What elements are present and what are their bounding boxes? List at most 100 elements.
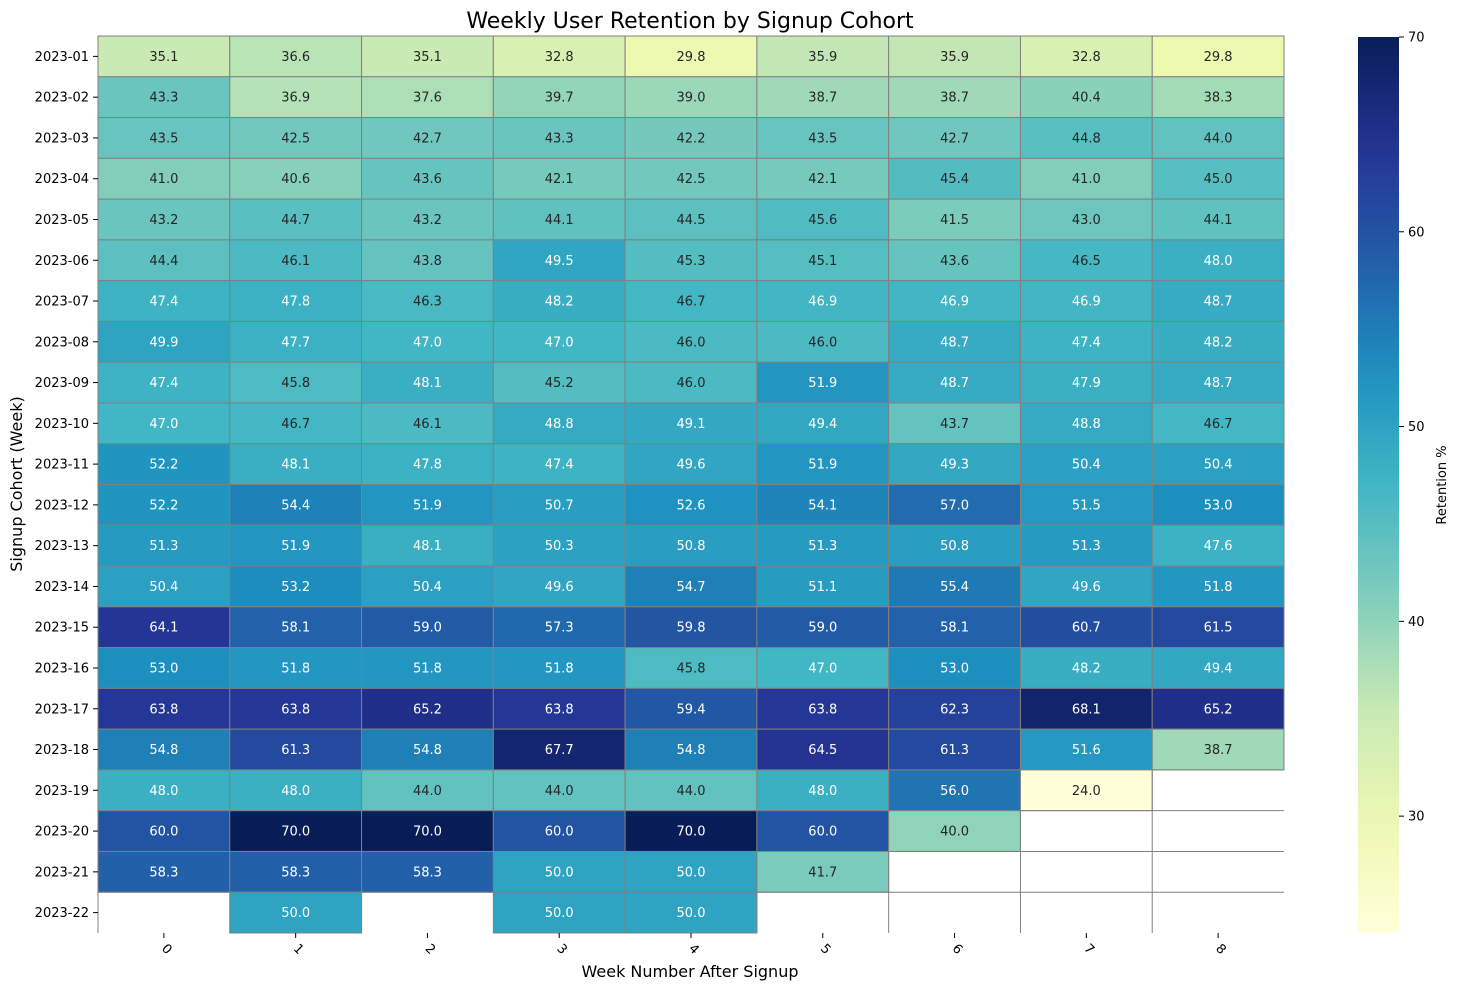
cell-value-label: 49.1: [677, 417, 706, 432]
cell-value-label: 43.3: [545, 131, 574, 146]
cell-value-label: 65.2: [413, 702, 442, 717]
cell-value-label: 48.2: [1072, 661, 1101, 676]
x-tick-label: 8: [1212, 941, 1228, 957]
cell-value-label: 47.0: [413, 335, 442, 350]
heatmap-cell: [756, 198, 890, 241]
heatmap-cell: [1019, 524, 1153, 567]
heatmap-cell: [361, 565, 494, 608]
cell-value-label: 43.5: [808, 131, 837, 146]
heatmap-cell: [361, 606, 494, 649]
cell-value-label: 46.1: [413, 417, 442, 432]
cell-value-label: 47.0: [149, 417, 178, 432]
cell-value-label: 53.2: [281, 580, 310, 595]
cell-value-label: 48.1: [413, 376, 442, 391]
heatmap-cell: [756, 443, 890, 485]
cell-value-label: 50.8: [677, 539, 706, 554]
cell-value-label: 35.9: [940, 50, 969, 65]
heatmap-cell: [361, 76, 494, 119]
heatmap-cell: [97, 687, 231, 730]
heatmap-cell: [97, 565, 231, 608]
heatmap-cell: [888, 565, 1021, 608]
cell-value-label: 60.0: [149, 825, 178, 840]
heatmap-cell: [97, 117, 231, 159]
cell-value-label: 43.2: [149, 213, 178, 228]
cell-value-label: 45.8: [281, 376, 310, 391]
cell-value-label: 40.6: [281, 172, 310, 187]
cell-value-label: 53.0: [940, 661, 969, 676]
cell-value-label: 48.2: [1204, 335, 1233, 350]
y-tick-label: 2023-03: [35, 131, 89, 146]
cell-value-label: 52.2: [149, 498, 178, 513]
cell-value-label: 35.9: [808, 50, 837, 65]
cell-value-label: 47.0: [545, 335, 574, 350]
cell-value-label: 70.0: [677, 825, 706, 840]
heatmap-cell: [492, 239, 626, 282]
y-tick-label: 2023-05: [35, 213, 89, 228]
heatmap-cell: [492, 769, 626, 812]
cell-value-label: 70.0: [281, 825, 310, 840]
heatmap-cell: [229, 769, 363, 812]
heatmap-cell: [361, 320, 494, 363]
heatmap-cell: [1019, 76, 1153, 119]
cell-value-label: 50.0: [545, 906, 574, 921]
heatmap-cell: [492, 157, 626, 200]
cell-value-label: 39.7: [545, 91, 574, 106]
heatmap-cell: [888, 402, 1021, 445]
cell-value-label: 49.6: [1072, 580, 1101, 595]
cell-value-label: 46.9: [1072, 295, 1101, 310]
heatmap-cell: [888, 687, 1021, 730]
cell-value-label: 45.0: [1204, 172, 1233, 187]
cell-value-label: 45.4: [940, 172, 969, 187]
cell-value-label: 58.3: [149, 865, 178, 880]
y-tick-label: 2023-11: [35, 458, 89, 473]
cell-value-label: 63.8: [149, 702, 178, 717]
cell-value-label: 62.3: [940, 702, 969, 717]
cell-value-label: 48.8: [545, 417, 574, 432]
cell-value-label: 50.4: [413, 580, 442, 595]
cell-value-label: 49.3: [940, 458, 969, 473]
heatmap-cell: [361, 484, 494, 526]
cell-value-label: 38.7: [808, 91, 837, 106]
heatmap-cell: [229, 728, 363, 771]
heatmap-cell: [888, 524, 1021, 567]
cell-value-label: 38.3: [1204, 91, 1233, 106]
y-tick-label: 2023-21: [35, 865, 89, 880]
cell-value-label: 61.3: [940, 743, 969, 758]
colorbar-label: Retention %: [1435, 445, 1450, 524]
y-tick-label: 2023-22: [35, 906, 89, 921]
y-tick-label: 2023-02: [35, 91, 89, 106]
cell-value-label: 50.0: [545, 865, 574, 880]
cell-value-label: 49.4: [1204, 661, 1233, 676]
cell-value-label: 54.1: [808, 498, 837, 513]
cell-value-label: 36.9: [281, 91, 310, 106]
cell-value-label: 47.8: [413, 458, 442, 473]
heatmap-cell: [1019, 239, 1153, 282]
cell-value-label: 44.0: [1204, 131, 1233, 146]
cell-value-label: 61.5: [1204, 621, 1233, 636]
heatmap-cell: [1151, 606, 1285, 649]
heatmap-cell: [361, 810, 494, 852]
cell-value-label: 64.5: [808, 743, 837, 758]
y-tick-label: 2023-15: [35, 621, 89, 636]
cell-value-label: 35.1: [149, 50, 178, 65]
cell-value-label: 32.8: [1072, 50, 1101, 65]
heatmap-cell: [624, 361, 758, 404]
heatmap-cell: [492, 687, 626, 730]
cell-value-label: 63.8: [281, 702, 310, 717]
cell-value-label: 46.7: [281, 417, 310, 432]
cell-value-label: 48.7: [940, 335, 969, 350]
y-tick-label: 2023-13: [35, 539, 89, 554]
heatmap-cell: [361, 117, 494, 159]
cell-value-label: 63.8: [808, 702, 837, 717]
heatmap-cell: [97, 198, 231, 241]
x-axis-label: Week Number After Signup: [582, 962, 799, 981]
heatmap-cells: 35.1 36.6 35.1 32.8 29.8 35.9 35.9 32.8 29.8 43.3…: [97, 35, 1285, 934]
heatmap-cell: [1151, 565, 1285, 608]
cell-value-label: 37.6: [413, 91, 442, 106]
y-tick-label: 2023-14: [35, 580, 89, 595]
cell-value-label: 46.0: [677, 335, 706, 350]
cell-value-label: 65.2: [1204, 702, 1233, 717]
heatmap-cell: [1019, 484, 1153, 526]
cell-value-label: 58.3: [413, 865, 442, 880]
cell-value-label: 46.5: [1072, 254, 1101, 269]
